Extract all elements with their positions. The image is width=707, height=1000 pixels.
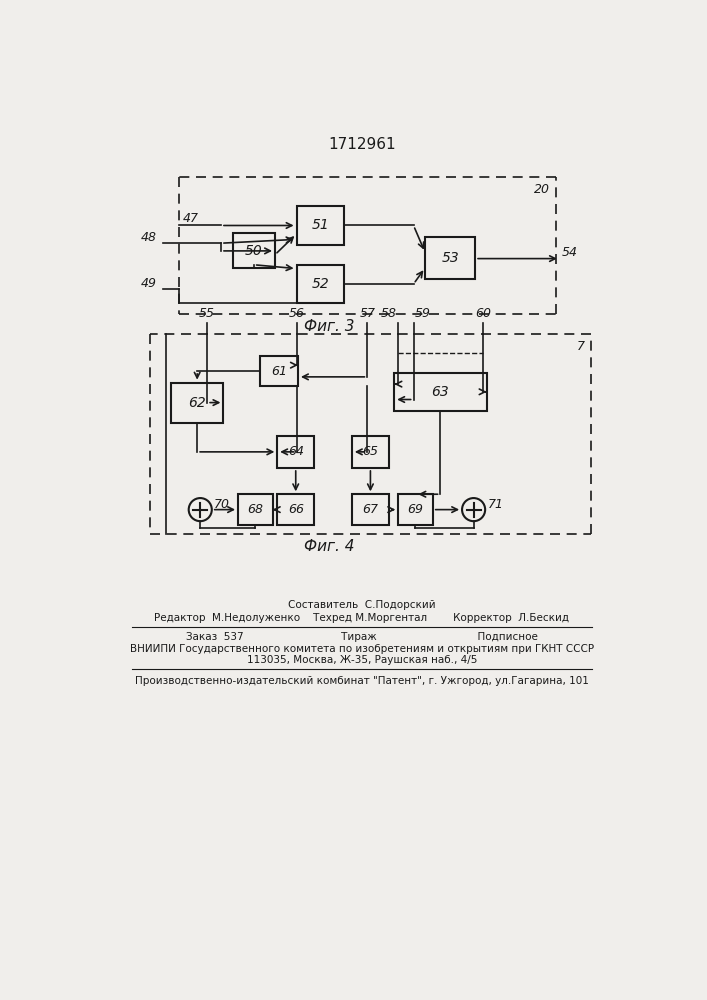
Text: 64: 64 [288,445,304,458]
Text: Производственно-издательский комбинат "Патент", г. Ужгород, ул.Гагарина, 101: Производственно-издательский комбинат "П… [135,676,589,686]
Text: 55: 55 [199,307,215,320]
Text: 67: 67 [363,503,378,516]
Text: 62: 62 [188,396,206,410]
Text: 20: 20 [534,183,550,196]
Text: 63: 63 [431,385,450,399]
Text: 57: 57 [359,307,375,320]
Text: Редактор  М.Недолуженко    Техред М.Моргентал        Корректор  Л.Бескид: Редактор М.Недолуженко Техред М.Моргента… [154,613,569,623]
Text: 56: 56 [288,307,305,320]
Text: 69: 69 [407,503,423,516]
Bar [233,233,275,268]
Text: 7: 7 [576,340,585,353]
Text: 52: 52 [312,277,329,291]
Bar [296,206,344,245]
Text: 113035, Москва, Ж-35, Раушская наб., 4/5: 113035, Москва, Ж-35, Раушская наб., 4/5 [247,655,477,665]
Text: 66: 66 [288,503,304,516]
Text: 54: 54 [561,246,578,259]
Text: 50: 50 [245,244,262,258]
Text: 48: 48 [141,231,157,244]
Text: Фиг. 4: Фиг. 4 [303,539,354,554]
Text: 71: 71 [487,498,503,511]
Bar [238,494,273,525]
Bar [277,494,314,525]
Bar [352,494,389,525]
Text: 1712961: 1712961 [328,137,396,152]
Text: 58: 58 [380,307,397,320]
Text: 70: 70 [214,498,230,511]
Text: Составитель  С.Подорский: Составитель С.Подорский [288,600,436,610]
Text: 47: 47 [182,212,199,225]
Bar [425,237,475,279]
Bar [296,265,344,303]
Text: Заказ  537                              Тираж                               Подп: Заказ 537 Тираж Подп [186,632,538,642]
Text: Фиг. 3: Фиг. 3 [303,319,354,334]
Text: 60: 60 [475,307,491,320]
Bar [277,436,314,468]
Text: 65: 65 [363,445,378,458]
Bar [395,373,486,411]
Text: 68: 68 [247,503,263,516]
Text: 59: 59 [415,307,431,320]
Bar [398,494,433,525]
Text: 49: 49 [141,277,157,290]
Text: 61: 61 [271,365,287,378]
Bar [352,436,389,468]
Bar [259,356,298,386]
Bar [171,383,223,423]
Text: 51: 51 [312,218,329,232]
Text: ВНИИПИ Государственного комитета по изобретениям и открытиям при ГКНТ СССР: ВНИИПИ Государственного комитета по изоб… [130,644,594,654]
Text: 53: 53 [441,251,459,265]
